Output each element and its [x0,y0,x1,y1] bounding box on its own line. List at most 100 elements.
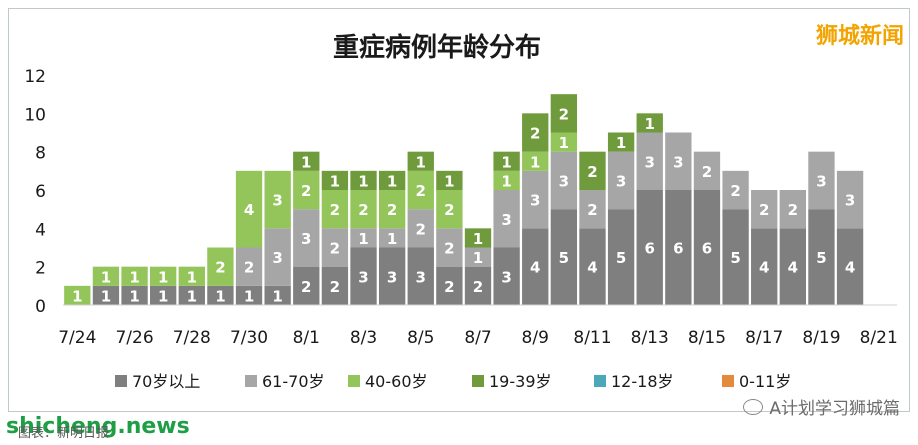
x-tick-label: 8/5 [407,328,434,348]
data-label: 1 [645,115,655,133]
data-label: 5 [816,249,826,267]
y-tick-label: 8 [35,144,46,164]
legend-label: 70岁以上 [132,372,200,391]
data-label: 3 [416,268,426,286]
bar-segment [293,266,320,305]
watermark: shicheng.news 图表：新明日报 [6,414,190,441]
bar-segment [522,151,549,171]
bar-segment [550,209,578,305]
data-label: 2 [244,259,254,277]
data-label: 1 [101,287,111,305]
data-label: 2 [587,163,597,181]
bar-segment [264,285,291,305]
data-label: 3 [358,268,368,286]
bar-segment [321,228,349,267]
bar-segment [693,190,721,305]
data-label: 2 [301,278,311,296]
wechat-icon [743,398,764,415]
data-label: 3 [272,192,282,210]
data-label: 2 [416,182,426,200]
data-label: 2 [559,105,569,123]
data-label: 3 [816,172,826,190]
bar-segment [436,228,463,267]
bar-segment [264,170,291,229]
legend-label: 19-39岁 [489,372,552,391]
data-label: 1 [387,230,397,248]
legend-label: 40-60岁 [365,372,428,391]
bar-segment [550,132,578,152]
bar-segment [493,190,520,248]
bar-segment [436,170,463,190]
bar-segment [779,190,806,229]
bar-segment [207,285,234,305]
data-label: 2 [330,240,340,258]
data-label: 5 [616,249,626,267]
bar-segment [293,209,320,267]
data-label: 6 [673,240,683,258]
data-label: 3 [501,268,511,286]
y-tick-label: 0 [35,297,46,317]
x-tick-label: 8/3 [350,328,377,348]
data-label: 2 [473,278,483,296]
data-label: 1 [559,134,569,152]
bar-segment [751,228,778,305]
bar-segment [178,285,205,305]
data-label: 2 [788,201,798,219]
legend-label: 12-18岁 [611,372,674,391]
bar-segment [235,170,263,248]
data-label: 1 [473,249,483,267]
y-axis: 0 2 4 6 8 10 12 [24,67,46,317]
x-axis: 7/24 7/26 7/28 7/30 8/1 8/3 8/5 8/7 8/9 8/11 8/13 8… [58,304,898,348]
data-label: 2 [416,220,426,238]
bar-segment [808,209,835,305]
data-label: 3 [616,172,626,190]
x-tick-label: 7/28 [173,328,211,348]
data-label: 2 [215,259,225,277]
data-label: 1 [101,268,111,286]
data-label: 1 [244,287,254,305]
bar-segment [150,266,177,286]
data-label: 2 [530,125,540,143]
bar-segment [493,170,520,190]
bar-segment [636,113,663,133]
data-label: 1 [158,287,168,305]
watermark-text: shicheng.news [6,414,190,439]
data-label: 4 [788,259,798,277]
y-tick-label: 12 [24,67,46,87]
bar-segment [378,247,406,305]
bar-segment [378,170,406,190]
bar-segment [579,228,606,305]
data-label: 2 [301,182,311,200]
data-label: 3 [272,249,282,267]
data-label: 1 [501,153,511,171]
bar-segment [378,190,406,229]
data-label: 3 [501,211,511,229]
bar-segment [235,247,263,286]
data-label: 2 [759,201,769,219]
bar-segment [436,266,463,305]
bar-segment [665,132,692,190]
bar-segment [808,151,835,210]
legend-swatch [348,375,360,387]
bar-segment [522,113,549,152]
y-tick-label: 10 [24,105,46,125]
bar-segment [722,209,749,305]
data-label: 4 [587,259,597,277]
bar-segment [665,190,692,305]
data-label: 1 [616,134,626,152]
bar-segment [464,266,492,305]
bar-segment [693,151,721,190]
data-label: 1 [187,287,197,305]
bar-segment [836,228,864,305]
data-label: 1 [158,268,168,286]
x-tick-label: 8/7 [464,328,491,348]
data-label: 1 [358,172,368,190]
x-tick-label: 8/17 [745,328,783,348]
legend-swatch [722,375,734,387]
wechat-account: A计划学习狮城篇 [743,394,900,419]
data-label: 1 [129,287,139,305]
chart-title: 重症病例年龄分布 [333,32,541,63]
legend-swatch [115,375,127,387]
bar-segment [579,151,606,190]
bar-segment [407,247,434,305]
